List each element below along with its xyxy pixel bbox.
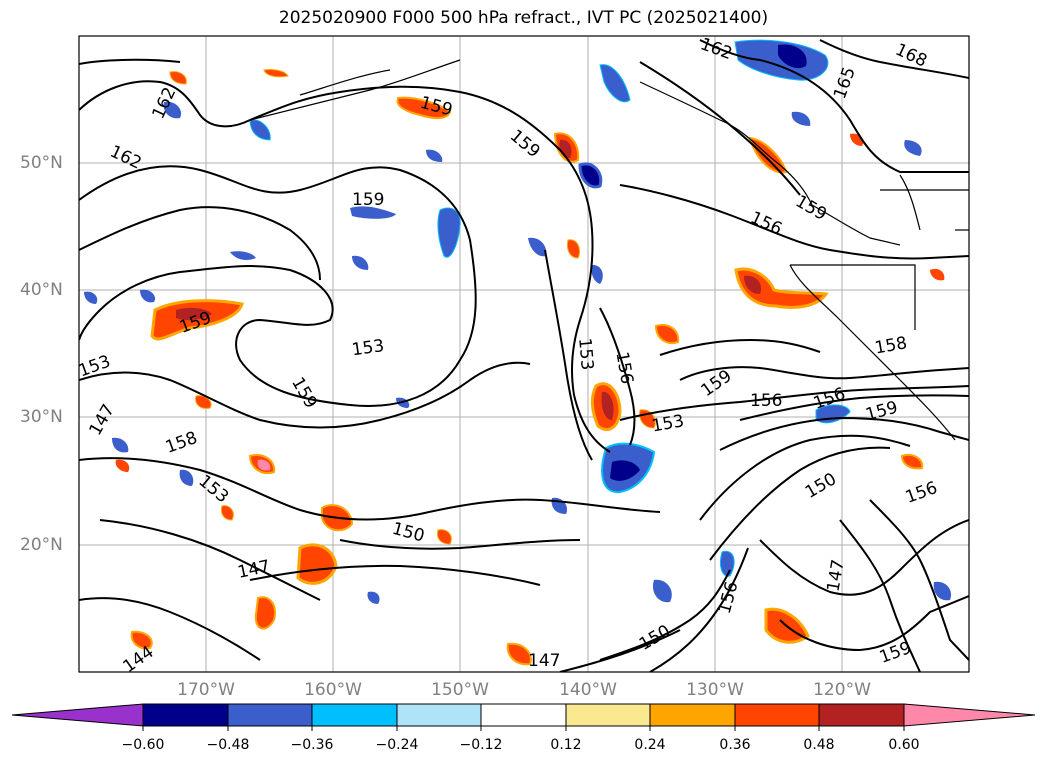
- fill-blob: [567, 239, 581, 259]
- lat-label-50: 50°N: [20, 153, 63, 173]
- fill-blob: [84, 291, 98, 304]
- fill-blob: [904, 140, 922, 156]
- lon-label-160w: 160°W: [304, 680, 362, 700]
- contour-label: 156: [750, 391, 782, 411]
- colorbar-ticks: [142, 726, 905, 731]
- fill-blob: [652, 579, 672, 603]
- colorbar-tick-label: 0.60: [888, 737, 920, 753]
- fill-blob: [591, 264, 603, 284]
- colorbar-tick-label: 0.48: [803, 737, 835, 753]
- coastlines: [249, 59, 969, 441]
- fill-blob: [437, 207, 461, 258]
- colorbar-segment: [734, 703, 820, 727]
- lon-label-130w: 130°W: [686, 680, 744, 700]
- colorbar-tick-label: 0.24: [634, 737, 666, 753]
- fill-blob: [140, 289, 156, 303]
- colorbar-segment: [396, 703, 482, 727]
- lon-label-170w: 170°W: [177, 680, 235, 700]
- contour-label-group: 162 162 162 159 159 159 168 165 159 159 …: [76, 34, 940, 677]
- lon-label-120w: 120°W: [813, 680, 871, 700]
- fill-blob: [578, 162, 603, 189]
- contour-label: 153: [351, 336, 386, 360]
- colorbar-tick-label: 0.12: [550, 737, 582, 753]
- colorbar-tick-label: −0.48: [206, 737, 250, 753]
- fill-blob: [528, 237, 547, 257]
- fill-blob: [933, 581, 952, 601]
- lat-label-40: 40°N: [20, 280, 63, 300]
- map-title: 2025020900 F000 500 hPa refract., IVT PC…: [278, 8, 769, 28]
- fill-blob: [900, 454, 924, 470]
- contour-label: 147: [528, 651, 560, 671]
- fill-blob: [257, 459, 271, 471]
- fill-blob: [610, 460, 640, 481]
- fill-blob: [930, 268, 945, 281]
- lon-label-140w: 140°W: [559, 680, 617, 700]
- fill-blob: [396, 96, 452, 119]
- contour-label: 159: [352, 190, 384, 210]
- colorbar-segment: [565, 703, 651, 727]
- fill-blob: [506, 642, 532, 666]
- colorbar-tick-label: −0.24: [375, 737, 419, 753]
- colorbar-tick-label: 0.36: [719, 737, 751, 753]
- map-content: [79, 36, 969, 672]
- fill-blob: [115, 459, 130, 472]
- fill-blob: [601, 391, 614, 420]
- fill-blob: [599, 64, 631, 103]
- contour-label: 153: [574, 337, 597, 371]
- fill-blob: [734, 267, 829, 309]
- colorbar-max-extend: [903, 703, 1036, 727]
- fill-blob: [176, 307, 212, 321]
- refractivity-contours: [79, 39, 969, 672]
- fill-blob: [437, 529, 452, 545]
- fill-blob: [263, 69, 289, 78]
- lat-label-20: 20°N: [20, 535, 63, 555]
- lat-label-30: 30°N: [20, 407, 63, 427]
- fill-blob: [179, 469, 194, 486]
- fill-blob: [150, 299, 244, 341]
- fill-blob: [744, 275, 762, 294]
- map-frame-bg: [79, 36, 969, 672]
- fill-blob: [249, 119, 271, 141]
- fill-blob: [169, 71, 187, 85]
- fill-blob: [254, 596, 276, 630]
- fill-blob: [654, 324, 680, 344]
- fill-blob: [352, 255, 369, 270]
- fill-blob: [112, 437, 129, 453]
- fill-blob: [163, 101, 182, 119]
- fill-blob: [426, 149, 443, 162]
- fill-blob: [778, 44, 807, 69]
- fill-blob: [350, 206, 396, 219]
- fill-blob: [221, 505, 234, 521]
- colorbar-tick-label: −0.12: [459, 737, 503, 753]
- colorbar: [11, 703, 1036, 731]
- lon-label-150w: 150°W: [431, 680, 489, 700]
- colorbar-segment: [142, 703, 229, 727]
- colorbar-segment: [311, 703, 398, 727]
- colorbar-segment: [818, 703, 905, 727]
- colorbar-segment: [227, 703, 313, 727]
- fill-blob: [230, 251, 256, 260]
- colorbar-tick-label: −0.60: [121, 737, 165, 753]
- colorbar-segment: [480, 703, 567, 727]
- fill-blob: [367, 591, 380, 604]
- fill-blob: [130, 630, 153, 650]
- colorbar-tick-label: −0.36: [290, 737, 334, 753]
- fill-blob: [296, 543, 338, 585]
- colorbar-min-extend: [11, 703, 144, 727]
- fill-blob: [734, 39, 829, 81]
- fill-blob: [791, 111, 811, 126]
- fill-blob: [719, 550, 735, 577]
- map-border: [78, 35, 970, 673]
- fill-blob: [195, 395, 212, 409]
- colorbar-segment: [649, 703, 736, 727]
